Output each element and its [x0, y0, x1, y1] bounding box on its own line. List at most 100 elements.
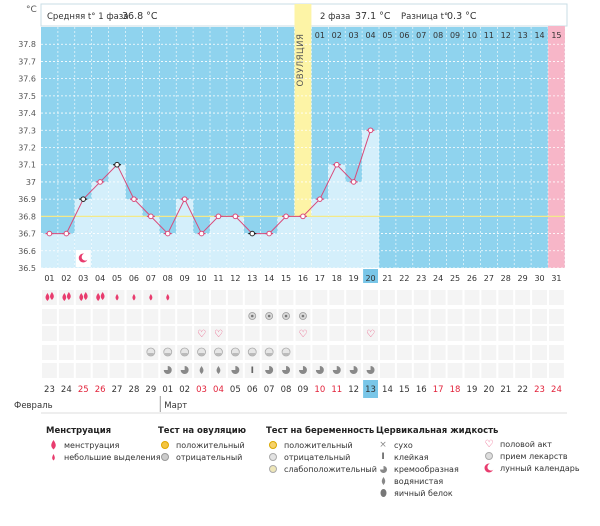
row-cell [380, 363, 395, 378]
row-cell [211, 309, 226, 324]
row-cell [244, 363, 260, 378]
menstruation-drop [62, 292, 71, 301]
row-cell [413, 345, 429, 360]
today-day-bg [363, 269, 378, 283]
spotting-drop-icon [46, 452, 60, 462]
phase2-day-label: 02 [332, 31, 342, 40]
row-cell [261, 326, 277, 341]
pregnancy-test-shade [249, 353, 256, 356]
row-cell [498, 345, 514, 360]
spotting-drop [132, 294, 136, 301]
y-tick-label: 36.5 [18, 264, 36, 273]
temperature-point [249, 230, 256, 237]
row-cell [430, 345, 446, 360]
y-tick-label: 37.2 [18, 144, 36, 153]
ovulation-test-core [284, 314, 288, 318]
pregnancy-test-shade [181, 353, 188, 356]
legend-item: отрицательный [158, 451, 246, 463]
legend-item: положительный [158, 439, 246, 451]
pregnancy-weak-icon [266, 465, 280, 473]
plot-area: 36.5 36.6 36.7 36.8 36.9 37 37.1 37.2 37.3 37.4 37… [18, 4, 566, 273]
calendar-date: 18 [450, 385, 461, 395]
calendar-date: 25 [78, 385, 89, 395]
row-cell [396, 309, 412, 324]
row-cell [532, 363, 547, 378]
legend-preg-positive: положительный [284, 440, 353, 450]
phase2-label: 2 фаза [320, 12, 350, 22]
legend-pregnancy-title: Тест на беременность [266, 426, 375, 436]
cycle-day-label: 10 [196, 274, 206, 283]
row-cell [464, 290, 480, 305]
creamy-icon [366, 366, 375, 374]
calendar-date: 02 [179, 385, 190, 395]
legend-pregnancy-test: Тест на беременность положительный отриц… [266, 426, 377, 475]
row-cell [75, 345, 91, 360]
row-cell [58, 290, 74, 305]
creamy-icon [282, 366, 291, 374]
row-cell [92, 309, 108, 324]
row-cell [42, 326, 57, 341]
row-cell [194, 326, 209, 341]
calendar-date: 07 [264, 385, 275, 395]
row-cell [227, 326, 243, 341]
row-cell [396, 290, 412, 305]
pregnancy-test-shade [266, 353, 273, 356]
row-cell [481, 345, 497, 360]
moon-cut [81, 253, 89, 261]
y-tick-label: 36.8 [18, 212, 36, 221]
row-cell [109, 363, 125, 378]
calendar-date: 21 [500, 385, 511, 395]
temperature-point [283, 213, 289, 220]
calendar-date: 08 [281, 385, 292, 395]
legend-preg-weak: слабоположительный [284, 464, 377, 474]
pregnancy-positive-icon [266, 441, 280, 449]
cycle-day-label: 27 [484, 274, 494, 283]
temperature-point [63, 230, 70, 237]
calendar-date: 23 [44, 385, 55, 395]
creamy-icon [231, 366, 240, 374]
heart-icon: ♡ [484, 438, 494, 450]
legend-item: небольшие выделения [46, 451, 161, 463]
row-cell [160, 309, 176, 324]
row-cell [211, 326, 226, 341]
phase2-day-bg [548, 26, 565, 42]
y-tick-label: 37.6 [18, 75, 36, 84]
heart-icon: ♡ [298, 329, 307, 340]
cycle-day-label: 01 [44, 274, 54, 283]
pregnancy-test-shade [232, 353, 239, 356]
creamy-icon [265, 366, 274, 374]
calendar-date: 26 [95, 385, 106, 395]
row-cell [549, 345, 564, 360]
temperature-point [300, 213, 306, 220]
cycle-day-label: 26 [467, 274, 477, 283]
calendar-date: 12 [348, 385, 359, 395]
row-cell [244, 326, 260, 341]
row-cell [532, 309, 547, 324]
y-tick-label: 37.7 [18, 57, 36, 66]
row-cell [363, 345, 378, 360]
phase2-day-label: 15 [551, 31, 561, 40]
temperature-point [232, 213, 239, 220]
row-cell [58, 345, 74, 360]
row-cell [329, 326, 345, 341]
cycle-day-label: 14 [264, 274, 274, 283]
cycle-day-label: 30 [534, 274, 544, 283]
cycle-day-label: 20 [365, 274, 375, 283]
legend-menstruation: Менструация менструация небольшие выделе… [46, 426, 161, 463]
pregnancy-test-shade [164, 353, 171, 356]
row-cell [295, 345, 311, 360]
temperature-point [367, 127, 374, 134]
temperature-point [317, 196, 323, 202]
heart-icon: ♡ [366, 329, 375, 340]
row-cell [481, 326, 497, 341]
row-cell [447, 309, 463, 324]
row-cell [380, 345, 395, 360]
row-cell [346, 309, 362, 324]
temperature-line [49, 130, 372, 235]
cycle-day-label: 07 [146, 274, 156, 283]
legend-item: яичный белок [376, 487, 498, 499]
heart-icon: ♡ [197, 329, 206, 340]
legend-item: ♡ половой акт [482, 438, 580, 450]
temperature-bar [226, 216, 244, 268]
